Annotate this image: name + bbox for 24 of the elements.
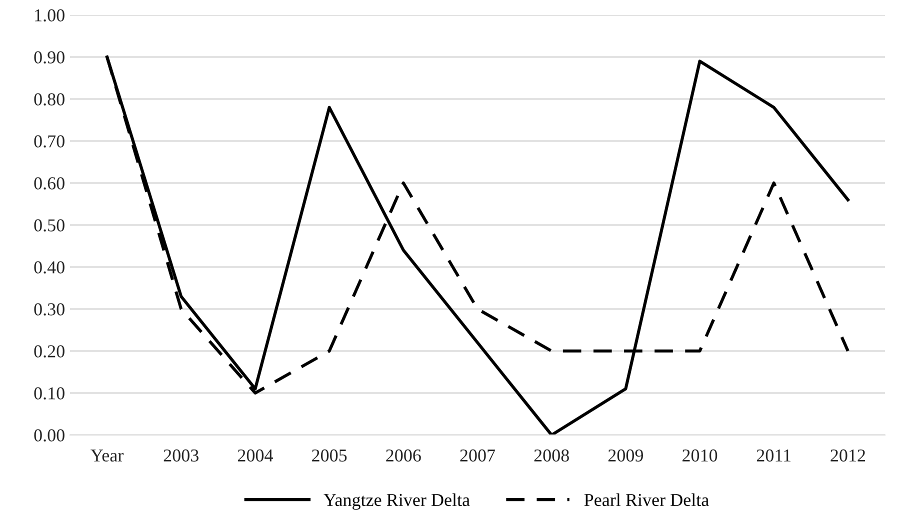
x-tick-label: 2008: [534, 449, 569, 462]
y-tick-label: 0.10: [34, 387, 64, 400]
x-tick-label: 2012: [830, 449, 866, 462]
y-tick-label: 0.90: [34, 51, 64, 64]
x-tick-label: 2006: [386, 449, 421, 462]
y-tick-label: 0.70: [34, 135, 64, 148]
x-tick-label: 2009: [608, 449, 643, 462]
y-tick-label: 0.60: [34, 177, 64, 190]
x-tick-label: 2003: [164, 449, 198, 462]
y-tick-label: 1.00: [35, 9, 64, 22]
x-tick-label: 2010: [682, 449, 718, 462]
y-tick-label: 0.00: [34, 429, 64, 442]
legend-label: Yangtze River Delta: [324, 493, 470, 510]
x-tick-label: 2011: [756, 449, 790, 462]
y-tick-label: 0.50: [34, 219, 64, 232]
x-tick-label: 2007: [460, 449, 496, 462]
legend-label: Pearl River Delta: [584, 493, 709, 506]
x-tick-label: 2005: [312, 449, 347, 462]
x-tick-label: 2004: [238, 449, 273, 462]
y-tick-label: 0.80: [34, 93, 64, 106]
y-tick-label: 0.40: [34, 261, 64, 274]
y-tick-label: 0.30: [34, 303, 64, 316]
y-tick-label: 0.20: [34, 345, 64, 358]
x-tick-label: Year: [90, 450, 124, 462]
